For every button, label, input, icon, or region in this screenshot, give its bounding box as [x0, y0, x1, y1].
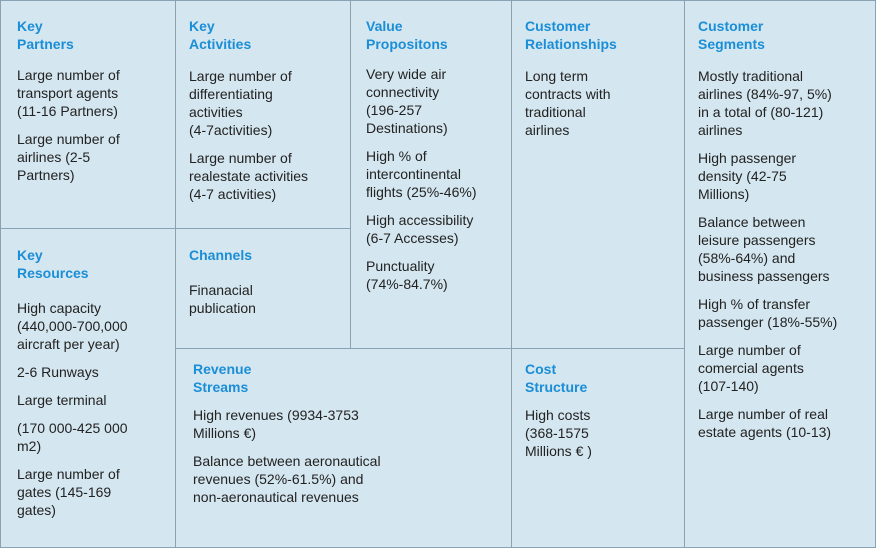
channels-item: Finanacial publication: [189, 282, 256, 316]
cost-structure-block: Cost Structure High costs (368-1575 Mill…: [511, 348, 685, 548]
customer-segments-title: Customer Segments: [698, 18, 765, 52]
revenue-streams-item: High revenues (9934-3753 Millions €): [193, 407, 359, 441]
value-propositions-item: Very wide air connectivity (196-257 Dest…: [366, 66, 448, 136]
channels-block: Channels Finanacial publication: [175, 228, 351, 349]
customer-relationships-title: Customer Relationships: [525, 18, 617, 52]
key-activities-block: Key Activities Large number of different…: [175, 0, 351, 229]
value-propositions-item: High accessibility (6-7 Accesses): [366, 212, 474, 246]
customer-segments-item: High passenger density (42-75 Millions): [698, 150, 797, 202]
value-propositions-item: High % of intercontinental flights (25%-…: [366, 148, 477, 200]
revenue-streams-item: Balance between aeronautical revenues (5…: [193, 453, 381, 505]
key-partners-title: Key Partners: [17, 18, 74, 52]
customer-segments-item: Mostly traditional airlines (84%-97, 5%)…: [698, 68, 832, 138]
cost-structure-item: High costs (368-1575 Millions € ): [525, 407, 592, 459]
key-activities-title: Key Activities: [189, 18, 252, 52]
cost-structure-title: Cost Structure: [525, 361, 588, 395]
value-propositions-title: Value Propositons: [366, 18, 448, 52]
customer-segments-item: High % of transfer passenger (18%-55%): [698, 296, 838, 330]
customer-relationships-item: Long term contracts with traditional air…: [525, 68, 611, 138]
key-activities-item: Large number of differentiating activiti…: [189, 68, 292, 138]
key-resources-block: Key Resources High capacity (440,000-700…: [0, 228, 176, 548]
value-propositions-block: Value Propositons Very wide air connecti…: [350, 0, 512, 349]
revenue-streams-block: Revenue Streams High revenues (9934-3753…: [175, 348, 512, 548]
customer-relationships-block: Customer Relationships Long term contrac…: [511, 0, 685, 349]
customer-segments-block: Customer Segments Mostly traditional air…: [684, 0, 876, 548]
key-resources-item: High capacity (440,000-700,000 aircraft …: [17, 300, 128, 352]
key-resources-item: Large number of gates (145-169 gates): [17, 466, 120, 518]
key-partners-item: Large number of transport agents (11-16 …: [17, 67, 120, 119]
customer-segments-item: Large number of real estate agents (10-1…: [698, 406, 832, 440]
customer-segments-item: Large number of comercial agents (107-14…: [698, 342, 804, 394]
key-resources-item: 2-6 Runways: [17, 364, 99, 380]
value-propositions-item: Punctuality (74%-84.7%): [366, 258, 448, 292]
key-partners-item: Large number of airlines (2-5 Partners): [17, 131, 120, 183]
key-resources-title: Key Resources: [17, 247, 89, 281]
key-activities-item: Large number of realestate activities (4…: [189, 150, 309, 202]
customer-segments-item: Balance between leisure passengers (58%-…: [698, 214, 830, 284]
revenue-streams-title: Revenue Streams: [193, 361, 252, 395]
key-partners-block: Key Partners Large number of transport a…: [0, 0, 176, 229]
key-resources-item: Large terminal: [17, 392, 107, 408]
key-resources-item: (170 000-425 000 m2): [17, 420, 128, 454]
channels-title: Channels: [189, 247, 253, 263]
